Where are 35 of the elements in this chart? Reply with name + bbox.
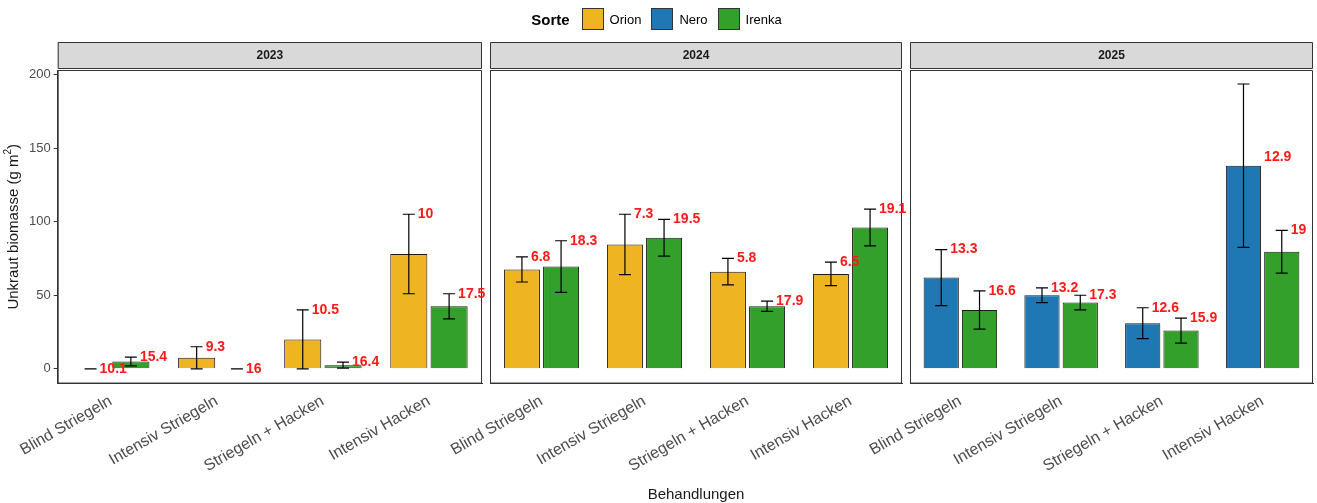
annotation: 13.2 [1050,278,1079,295]
annotation: 13.3 [950,240,978,257]
y-tick-label: 0 [43,360,51,376]
legend-label: Orion [609,11,642,27]
annotation: 5.8 [736,249,757,266]
annotation: 18.3 [570,231,598,248]
annotation: 15.9 [1190,308,1218,325]
y-tick-label: 100 [28,213,51,229]
annotation: 17.9 [776,291,804,308]
chart-title: 2024 [682,48,710,63]
annotation: 10.5 [311,300,340,317]
annotation: 10 [417,205,434,222]
chart-title: 2025 [1098,48,1126,63]
legend-title: Sorte [531,10,570,28]
chart-title: 2023 [256,48,284,63]
annotation: 16.6 [988,281,1016,298]
legend-label: Irenka [745,11,782,27]
annotation: 12.9 [1264,147,1292,164]
annotation: 9.3 [205,337,226,354]
annotation: 19.5 [673,210,701,227]
y-tick-label: 150 [28,139,51,155]
annotation: 12.6 [1151,298,1180,315]
annotation: 16 [245,359,262,376]
annotation: 15.4 [139,347,168,364]
y-tick-label: 50 [36,286,51,302]
x-axis-title: Behandlungen [647,484,745,502]
y-axis-title: Unkraut biomasse (g m2) [1,143,22,310]
legend-label: Nero [679,11,708,27]
annotation: 16.4 [352,353,380,370]
annotation: 10.1 [99,359,128,376]
annotation: 6.8 [530,247,551,264]
annotation: 17.3 [1089,286,1117,303]
y-tick-label: 200 [28,65,51,81]
annotation: 19 [1290,221,1307,238]
annotation: 7.3 [633,205,654,222]
